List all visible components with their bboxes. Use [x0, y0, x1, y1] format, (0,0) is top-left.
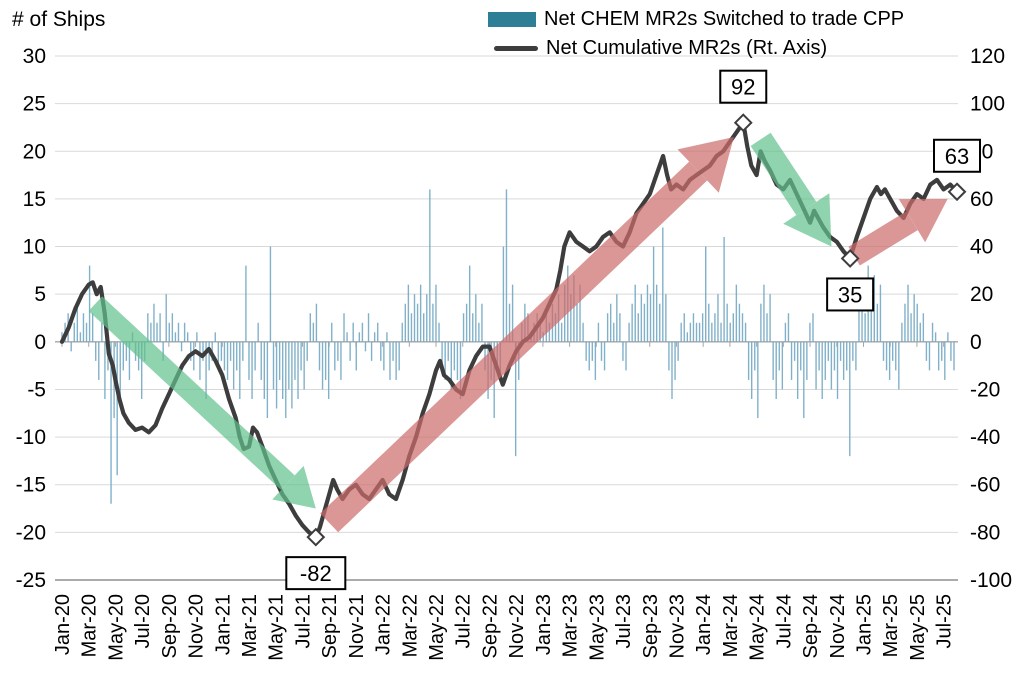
left-axis-tick-label: -5: [27, 378, 46, 401]
callout-value-63: 63: [945, 144, 969, 169]
left-axis-tick-label: 30: [23, 45, 46, 68]
x-axis-label: Jul-22: [453, 594, 475, 648]
legend-item-line: Net Cumulative MR2s (Rt. Axis): [494, 37, 827, 60]
callout-box-63: [933, 138, 981, 173]
x-axis-label: Mar-23: [560, 594, 582, 657]
legend-label-bars: Net CHEM MR2s Switched to trade CPP: [544, 8, 905, 30]
x-axis-label: Mar-20: [79, 594, 101, 657]
x-axis-label: Sep-20: [159, 594, 181, 659]
right-axis-tick-label: -100: [970, 569, 1012, 592]
x-axis-label: Nov-24: [827, 594, 849, 658]
x-axis-label: Nov-20: [186, 594, 208, 658]
x-axis-label: Jan-21: [212, 594, 234, 655]
left-axis-tick-label: 15: [23, 188, 46, 211]
x-axis-label: Nov-23: [666, 594, 688, 658]
x-axis-label: Jan-20: [52, 594, 74, 655]
left-axis-tick-label: 5: [34, 283, 46, 306]
left-axis-tick-label: 20: [23, 140, 46, 163]
left-axis-tick-label: 25: [23, 93, 46, 116]
x-axis-label: Jan-25: [853, 594, 875, 655]
x-axis-label: Nov-22: [506, 594, 528, 658]
arrow-band: [88, 296, 295, 491]
x-axis-label: Mar-24: [720, 594, 742, 657]
x-axis-label: May-25: [907, 594, 929, 661]
arrow-band: [320, 161, 708, 533]
left-axis-tick-label: -15: [16, 474, 46, 497]
right-axis-tick-label: -60: [970, 474, 1000, 497]
bar-series-swatch: [488, 12, 536, 27]
x-axis-label: Jul-25: [934, 594, 956, 648]
x-axis-label: Jan-22: [373, 594, 395, 655]
red-trend-arrow: [320, 136, 734, 533]
green-trend-arrow: [88, 296, 316, 509]
callout-box-92: [719, 69, 768, 104]
x-axis-label: Jul-24: [773, 594, 795, 648]
green-trend-arrow: [750, 132, 832, 247]
right-axis-tick-label: 120: [970, 45, 1005, 68]
right-axis-tick-label: 0: [970, 331, 982, 354]
callout-box-35: [826, 277, 875, 312]
arrow-head: [898, 198, 948, 243]
marker-diamond: [733, 113, 753, 133]
right-axis-tick-label: 60: [970, 188, 993, 211]
left-axis-tick-label: -10: [16, 426, 46, 449]
arrow-head: [677, 136, 734, 193]
x-axis-label: Sep-22: [479, 594, 501, 659]
x-axis-label: Jan-24: [693, 594, 715, 655]
right-axis-tick-label: -20: [970, 378, 1000, 401]
x-axis-label: Sep-24: [800, 594, 822, 659]
x-axis-label: Jul-20: [132, 594, 154, 648]
left-axis-tick-label: 0: [34, 331, 46, 354]
x-axis-label: May-21: [266, 594, 288, 661]
callout-value--82: -82: [300, 561, 332, 586]
x-axis-label: Jul-23: [613, 594, 635, 648]
x-axis-label: May-23: [586, 594, 608, 661]
right-axis-tick-label: -80: [970, 521, 1000, 544]
left-axis-title: # of Ships: [12, 8, 106, 31]
x-axis-label: May-20: [105, 594, 127, 661]
right-axis-tick-label: 100: [970, 93, 1005, 116]
right-axis-tick-label: 40: [970, 236, 993, 259]
x-axis-label: Sep-23: [640, 594, 662, 659]
x-axis-label: Jul-21: [292, 594, 314, 648]
left-axis-tick-label: -20: [16, 521, 46, 544]
red-trend-arrow: [848, 198, 948, 266]
x-axis-label: Mar-22: [399, 594, 421, 657]
left-axis-tick-label: -25: [16, 569, 46, 592]
right-axis-tick-label: -40: [970, 426, 1000, 449]
x-axis-label: Jan-23: [533, 594, 555, 655]
x-axis-label: Sep-21: [319, 594, 341, 659]
x-axis-label: Mar-21: [239, 594, 261, 657]
arrow-head: [272, 465, 316, 509]
x-axis-label: Nov-21: [346, 594, 368, 658]
x-axis-label: May-24: [747, 594, 769, 661]
arrow-band: [750, 132, 817, 216]
callout-value-92: 92: [731, 75, 755, 100]
right-axis-tick-label: 20: [970, 283, 993, 306]
arrow-band: [848, 211, 918, 266]
line-series-swatch: [494, 46, 538, 51]
x-axis-label: May-22: [426, 594, 448, 661]
legend-item-bars: Net CHEM MR2s Switched to trade CPP: [488, 8, 904, 31]
left-axis-tick-label: 10: [23, 236, 46, 259]
marker-diamond: [840, 249, 860, 268]
x-axis-label: Mar-25: [880, 594, 902, 657]
legend-label-line: Net Cumulative MR2s (Rt. Axis): [546, 37, 828, 59]
arrow-head: [783, 193, 832, 247]
callout-value-35: 35: [838, 282, 862, 307]
callout-box--82: [285, 556, 347, 591]
marker-diamond: [306, 527, 326, 547]
marker-diamond: [947, 182, 967, 202]
